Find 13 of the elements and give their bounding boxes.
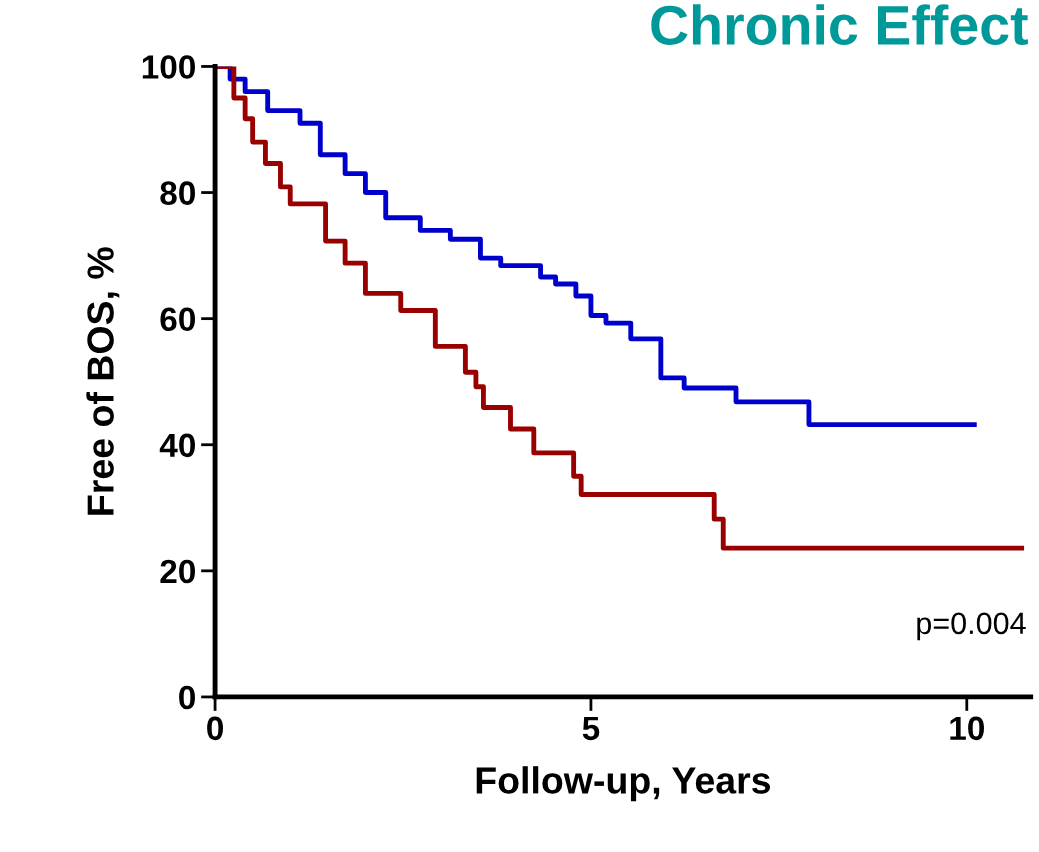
y-tick-label: 0	[179, 685, 195, 710]
y-tick-label: 80	[160, 181, 195, 205]
y-tick-label: 20	[160, 559, 195, 584]
x-tick-label: 10	[950, 716, 984, 741]
annotation: p=0.004	[917, 612, 1026, 641]
y-tick-label: 40	[159, 433, 195, 458]
y-tick-label: 60	[160, 307, 195, 332]
x-tick-label: 0	[207, 716, 223, 741]
y-axis-title: Free of BOS, %	[86, 247, 120, 515]
x-axis-title: Follow-up, Years	[476, 766, 771, 802]
y-tick-label: 100	[142, 55, 195, 79]
x-tick-label: 5	[582, 716, 600, 741]
chart-title: Chronic Effect	[651, 4, 1028, 46]
